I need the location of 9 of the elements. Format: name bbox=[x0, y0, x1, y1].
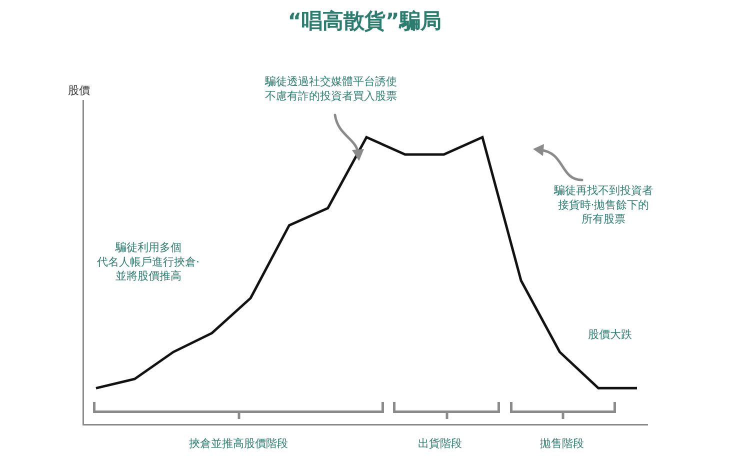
text: 騙徒透過社交媒體平台誘使不慮有詐的投資者買入股票 bbox=[264, 75, 397, 102]
annotation: 股價大跌 bbox=[588, 328, 632, 341]
y-axis-title: 股價 bbox=[68, 84, 90, 97]
text: 挾倉並推高股價階段 bbox=[189, 437, 288, 450]
text: 拋售階段 bbox=[540, 437, 584, 450]
text: 出貨階段 bbox=[418, 437, 462, 450]
chart-title: “唱高散貨”騙局 bbox=[288, 9, 442, 34]
annotation: 騙徒再找不到投資者接貨時·拋售餘下的所有股票 bbox=[553, 184, 653, 226]
annotation: 騙徒利用多個代名人帳戶進行挾倉·並將股價推高 bbox=[96, 241, 200, 283]
